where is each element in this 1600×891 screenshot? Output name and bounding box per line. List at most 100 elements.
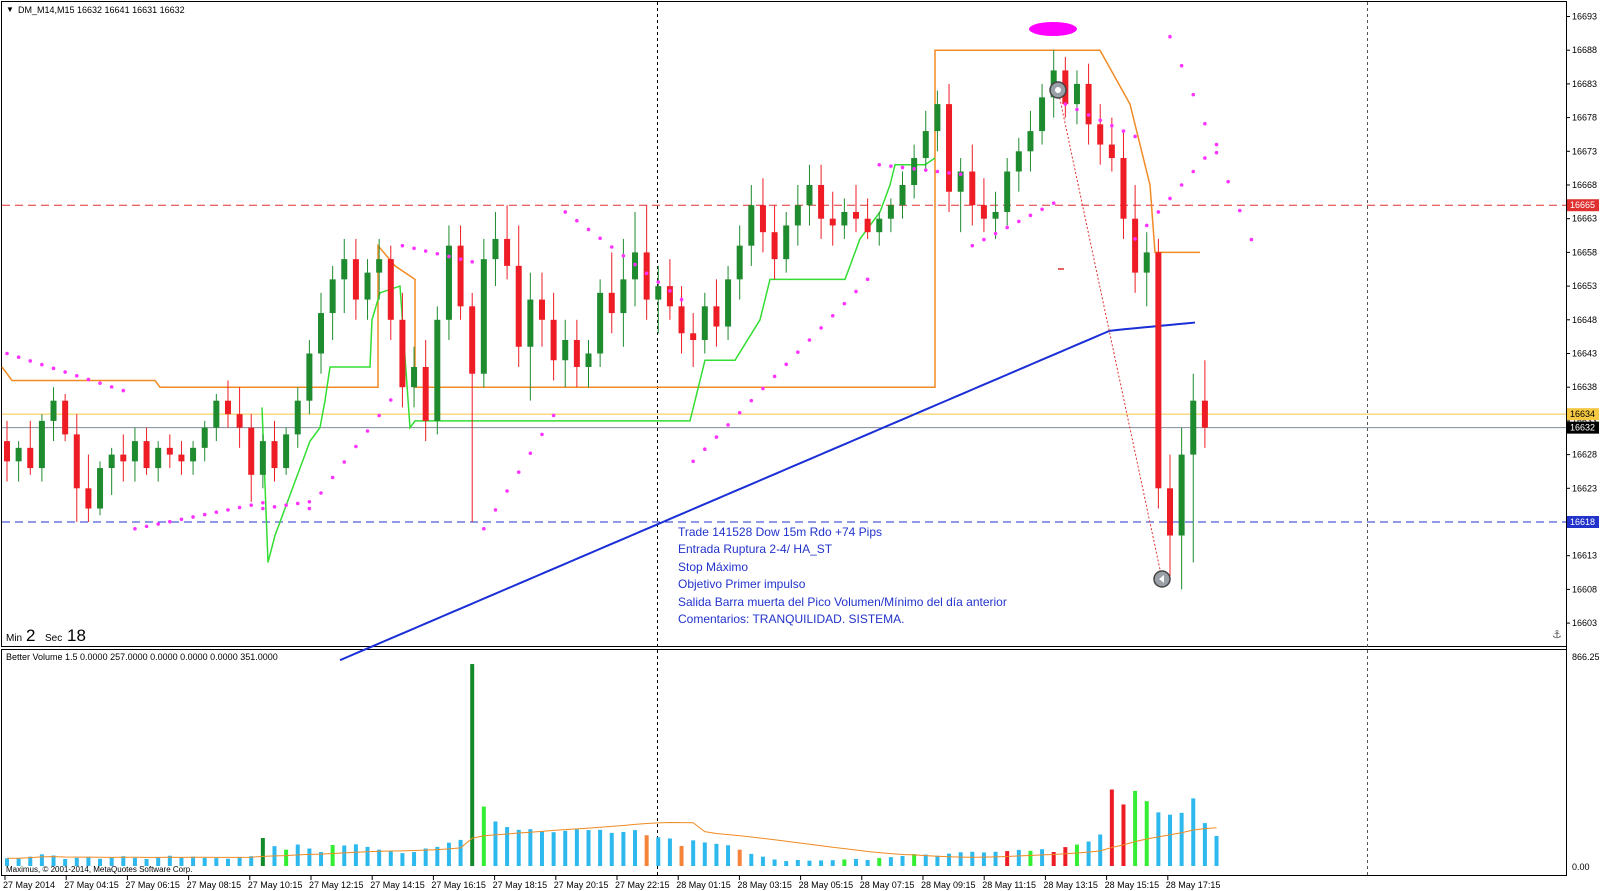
price-tick-label: 16668 bbox=[1572, 180, 1597, 190]
candle-body bbox=[864, 218, 871, 233]
trade-annotation: Trade 141528 Dow 15m Rdo +74 Pips Entrad… bbox=[678, 525, 1007, 626]
candle-body bbox=[236, 414, 243, 428]
volume-bar bbox=[1098, 834, 1103, 866]
time-label: 27 May 2014 bbox=[3, 880, 55, 890]
candle-body bbox=[422, 366, 429, 421]
candle-body bbox=[434, 319, 441, 421]
candle-body bbox=[1097, 124, 1104, 145]
sar-dot bbox=[1121, 129, 1126, 133]
sar-dot bbox=[98, 381, 102, 385]
volume-axis-top: 866.25 bbox=[1572, 652, 1600, 662]
volume-bar bbox=[505, 827, 510, 866]
candle-body bbox=[899, 185, 906, 206]
sar-dot bbox=[621, 253, 626, 258]
candle-body bbox=[1155, 252, 1162, 489]
time-label: 27 May 10:15 bbox=[248, 880, 303, 890]
volume-bar bbox=[656, 837, 661, 866]
volume-bar bbox=[1144, 801, 1149, 866]
sar-dot bbox=[202, 512, 207, 517]
moving-average-line bbox=[339, 321, 1196, 662]
price-panel-frame bbox=[1, 1, 1567, 647]
candle-body bbox=[50, 400, 57, 421]
candle-body bbox=[562, 340, 569, 361]
candle-body bbox=[992, 211, 999, 219]
sar-dot bbox=[609, 245, 614, 249]
sar-dot bbox=[1086, 113, 1091, 117]
volume-bar bbox=[993, 851, 998, 866]
volume-bar bbox=[760, 856, 765, 866]
volume-bar bbox=[225, 858, 230, 866]
annotation-line: Trade 141528 Dow 15m Rdo +74 Pips bbox=[678, 525, 882, 539]
candle-body bbox=[818, 185, 825, 219]
candle-body bbox=[759, 205, 766, 233]
candle-body bbox=[713, 306, 720, 327]
sar-dot bbox=[319, 491, 323, 495]
volume-bar bbox=[516, 829, 521, 866]
time-label: 27 May 14:15 bbox=[370, 880, 425, 890]
candle-body bbox=[259, 441, 266, 475]
sar-dot bbox=[1214, 150, 1219, 155]
time-label: 28 May 09:15 bbox=[921, 880, 976, 890]
volume-bar bbox=[702, 842, 707, 866]
time-label: 27 May 08:15 bbox=[187, 880, 242, 890]
candle-body bbox=[480, 259, 487, 374]
sar-dot bbox=[458, 257, 463, 261]
sar-dot bbox=[307, 499, 312, 504]
candle-body bbox=[585, 353, 592, 367]
sar-dot bbox=[1075, 107, 1079, 112]
candle-body bbox=[166, 447, 173, 455]
volume-bar bbox=[958, 852, 963, 866]
time-label: 27 May 16:15 bbox=[431, 880, 486, 890]
sar-dot bbox=[377, 413, 381, 418]
candle-body bbox=[155, 447, 162, 469]
sar-dot bbox=[354, 444, 358, 449]
sar-dot bbox=[505, 489, 509, 493]
stop-line-upper bbox=[1, 49, 1200, 388]
price-level-label: 16618 bbox=[1570, 517, 1595, 527]
sar-dot bbox=[284, 503, 288, 507]
price-tick-label: 16628 bbox=[1572, 450, 1597, 460]
sar-dot bbox=[388, 398, 393, 402]
volume-bar bbox=[365, 846, 370, 866]
candle-body bbox=[841, 211, 848, 226]
volume-bar bbox=[353, 844, 358, 866]
candle-body bbox=[690, 333, 697, 341]
volume-bar bbox=[714, 843, 719, 866]
sar-dot bbox=[830, 313, 835, 318]
sar-dot bbox=[40, 362, 44, 367]
chart-menu-icon[interactable]: ▼ bbox=[6, 5, 14, 14]
sar-dot bbox=[528, 451, 533, 456]
candle-body bbox=[748, 205, 755, 246]
sar-dot bbox=[1179, 183, 1184, 187]
candle-body bbox=[62, 400, 69, 435]
volume-bar bbox=[900, 855, 905, 866]
candle-body bbox=[515, 265, 522, 347]
price-tick-label: 16643 bbox=[1572, 349, 1597, 359]
sar-dot bbox=[144, 524, 149, 529]
candle-body bbox=[469, 306, 476, 374]
time-label: 28 May 11:15 bbox=[982, 880, 1036, 890]
trade-path bbox=[1057, 89, 1163, 580]
volume-bar bbox=[191, 856, 196, 866]
candle-body bbox=[411, 366, 418, 388]
sar-dot bbox=[772, 374, 777, 379]
volume-bar bbox=[156, 857, 161, 866]
volume-bar bbox=[981, 852, 986, 866]
candle-body bbox=[492, 238, 499, 260]
volume-bar bbox=[179, 857, 184, 866]
sar-dot bbox=[1203, 156, 1207, 160]
entry-marker-icon bbox=[1049, 81, 1067, 99]
volume-bar bbox=[935, 855, 940, 866]
volume-bar bbox=[586, 830, 591, 866]
price-level-label: 16632 bbox=[1570, 423, 1595, 433]
candle-body bbox=[27, 447, 34, 469]
sar-dot bbox=[726, 423, 730, 427]
sar-dot bbox=[703, 447, 707, 452]
volume-bar bbox=[1109, 789, 1114, 866]
sar-dot bbox=[74, 373, 79, 378]
volume-bar bbox=[551, 832, 556, 866]
candle-body bbox=[38, 420, 45, 469]
candle-body bbox=[143, 441, 150, 469]
sar-dot bbox=[295, 501, 300, 506]
